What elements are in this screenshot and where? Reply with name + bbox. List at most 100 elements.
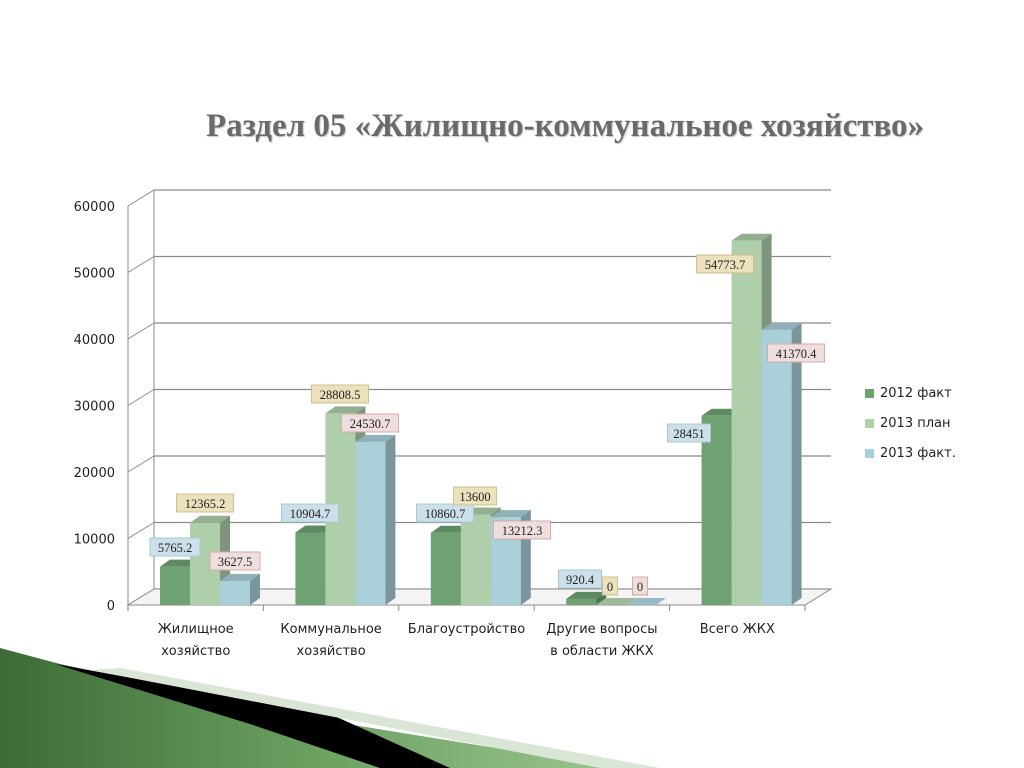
y-tick-label: 10000 [74,533,115,548]
bar-front [701,415,732,605]
gridline-side [127,522,155,539]
data-label: 41370.4 [767,343,825,363]
bar-top [220,573,260,581]
y-tick-label: 0 [107,599,115,614]
data-label: 0 [602,576,618,596]
data-label-text: 41370.4 [776,347,817,361]
data-label: 24530.7 [341,413,399,433]
data-label-text: 28808.5 [320,388,361,402]
data-label: 13212.3 [493,520,551,540]
x-category-label: хозяйство [297,644,366,659]
data-label: 28808.5 [311,384,369,404]
legend-item-2013-plan: 2013 план [865,408,956,438]
bar-top [355,434,396,442]
bar-side [791,322,802,605]
legend-item-2013-fact: 2013 факт. [865,438,956,468]
data-label-box [209,551,261,571]
data-label-text: 54773.7 [705,258,746,272]
bar-top [490,510,531,518]
bar-2-1 [355,434,396,605]
gridline-side [127,322,155,340]
data-label: 920.4 [558,569,602,589]
x-category-label: Другие вопросы [546,622,657,637]
data-label-text: 10904.7 [290,507,331,521]
data-label: 54773.7 [696,254,754,274]
legend-swatch [865,448,874,458]
chart-legend: 2012 факт 2013 план 2013 факт. [865,378,956,468]
bar-front [566,598,597,605]
data-label-box [767,343,825,363]
legend-label: 2012 факт [880,385,952,401]
data-label-text: 920.4 [566,573,595,587]
bar-top [761,322,802,330]
bar-1-3 [596,598,637,605]
x-category-label: в области ЖКХ [550,644,654,659]
bar-front [460,514,491,605]
bar-front [731,240,762,606]
data-label-box [602,576,618,596]
gridline-side [127,256,155,273]
data-label-text: 12365.2 [185,497,226,511]
bar-side [250,573,260,605]
data-label-text: 0 [607,580,613,594]
data-label: 5765.2 [149,537,201,557]
legend-label: 2013 план [880,415,951,431]
data-label: 10904.7 [281,503,339,523]
data-label-text: 3627.5 [218,555,252,569]
bar-front [160,566,190,605]
data-label: 28451 [667,423,711,443]
data-label-text: 5765.2 [158,541,192,555]
data-label: 3627.5 [209,551,261,571]
bar-side [385,434,396,605]
y-tick-label: 20000 [74,466,115,481]
x-category-label: Благоустройство [408,622,525,637]
data-label-box [558,569,602,589]
x-category-label: хозяйство [161,644,230,659]
bar-front [430,532,461,605]
legend-label: 2013 факт. [880,445,956,461]
data-label-box [176,493,234,513]
data-label-box [493,520,551,540]
bar-front [295,532,326,605]
data-label-text: 0 [637,580,643,594]
data-label: 12365.2 [176,493,234,513]
gridline-side [127,189,155,207]
legend-swatch [865,418,874,428]
data-label-text: 24530.7 [350,417,391,431]
x-category-label: Всего ЖКХ [700,622,775,637]
bar-2-3 [626,598,667,605]
data-label-box [416,503,474,523]
bar-top [325,406,366,414]
y-tick-label: 50000 [74,267,115,282]
data-label: 10860.7 [416,503,474,523]
data-label-box [696,254,754,274]
data-label-box [632,576,648,596]
legend-item-2012-fact: 2012 факт [865,378,956,408]
x-category-label: Коммунальное [280,622,381,637]
bar-2-4 [761,322,802,605]
gridline-side [127,389,155,406]
y-tick-label: 40000 [74,333,115,348]
x-category-label: Жилищное [158,622,234,637]
legend-swatch [865,388,874,398]
data-label-box [149,537,201,557]
data-label-text: 10860.7 [425,507,466,521]
gridline-side [127,455,155,473]
bar-top [626,598,667,605]
data-label-text: 28451 [673,427,704,441]
data-label-box [453,486,497,506]
bar-front [220,580,250,605]
page-title: Раздел 05 «Жилищно-коммунальное хозяйств… [205,108,925,144]
y-tick-label: 30000 [74,400,115,415]
bar-top [566,591,607,599]
y-tick-label: 60000 [74,200,115,215]
bar-2-0 [220,573,260,605]
bar-front [355,441,386,605]
data-label-box [341,413,399,433]
bar-top [596,598,637,605]
data-label: 0 [632,576,648,596]
data-label-box [311,384,369,404]
data-label-box [281,503,339,523]
